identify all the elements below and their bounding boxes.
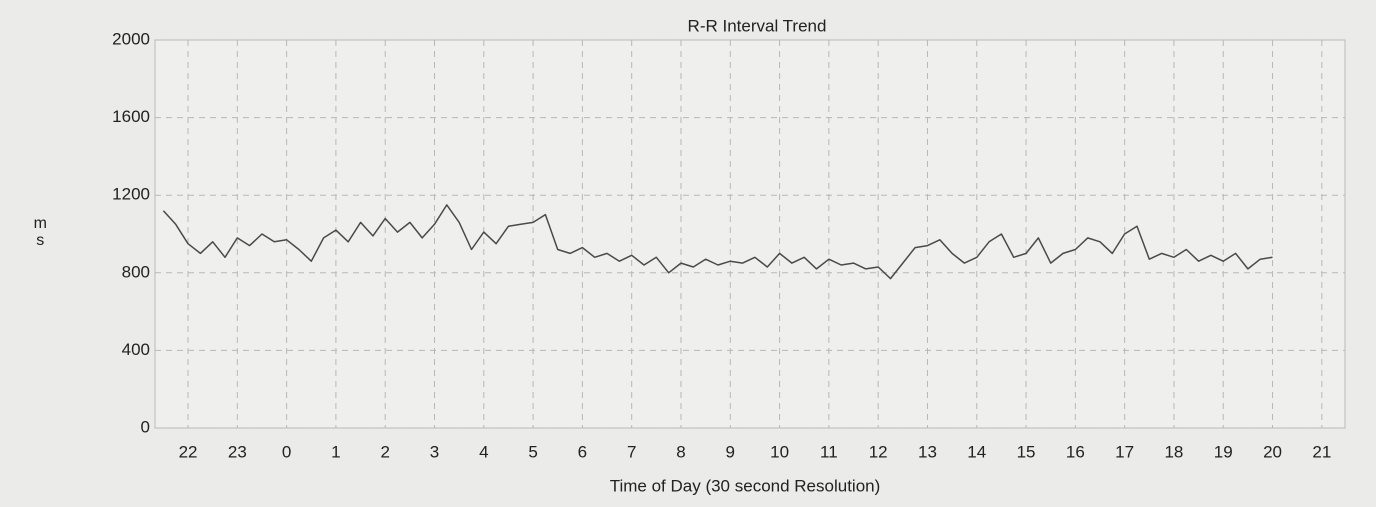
plot-area	[154, 39, 1346, 429]
x-tick-label: 6	[578, 442, 587, 461]
x-tick-label: 9	[726, 442, 735, 461]
y-tick-label: 400	[122, 340, 150, 359]
x-tick-label: 14	[967, 442, 986, 461]
x-tick-label: 21	[1312, 442, 1331, 461]
x-tick-label: 20	[1263, 442, 1282, 461]
x-tick-label: 23	[228, 442, 247, 461]
y-tick-label: 1200	[112, 185, 150, 204]
x-tick-label: 5	[528, 442, 537, 461]
x-tick-label: 17	[1115, 442, 1134, 461]
x-tick-label: 15	[1017, 442, 1036, 461]
x-tick-label: 8	[676, 442, 685, 461]
x-tick-label: 10	[770, 442, 789, 461]
x-tick-label: 0	[282, 442, 291, 461]
x-tick-label: 12	[869, 442, 888, 461]
x-tick-label: 4	[479, 442, 488, 461]
data-line	[162, 204, 1273, 280]
x-tick-label: 11	[820, 442, 838, 461]
x-tick-label: 7	[627, 442, 636, 461]
y-tick-label: 1600	[112, 107, 150, 126]
x-tick-label: 16	[1066, 442, 1085, 461]
x-tick-label: 22	[179, 442, 198, 461]
x-tick-label: 18	[1164, 442, 1183, 461]
x-tick-label: 1	[331, 442, 340, 461]
chart-title: R-R Interval Trend	[688, 16, 827, 35]
y-axis-label: ms	[32, 215, 49, 249]
x-tick-label: 3	[430, 442, 439, 461]
x-tick-label: 19	[1214, 442, 1233, 461]
x-axis-label: Time of Day (30 second Resolution)	[610, 476, 881, 495]
y-tick-label: 0	[141, 417, 150, 436]
x-tick-label: 13	[918, 442, 937, 461]
x-tick-label: 2	[380, 442, 389, 461]
y-tick-label: 2000	[112, 29, 150, 48]
y-tick-label: 800	[122, 262, 150, 281]
